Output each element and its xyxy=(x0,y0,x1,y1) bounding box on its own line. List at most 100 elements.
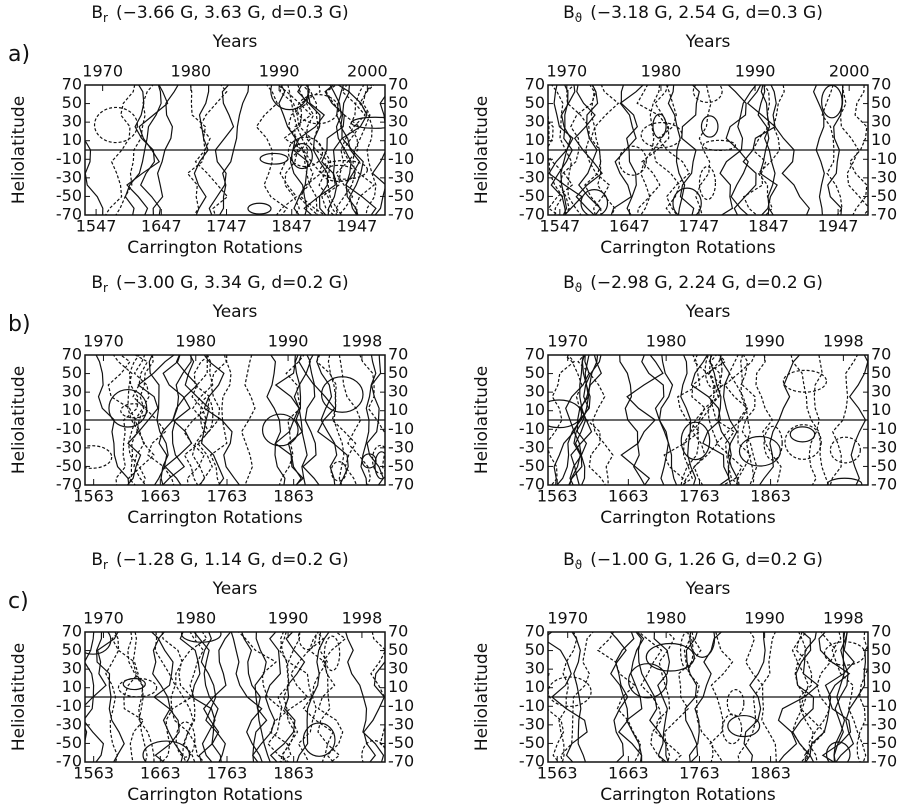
x-top-tick-label: 1998 xyxy=(823,332,864,351)
y-tick-label: -70 xyxy=(519,752,545,771)
contour xyxy=(738,435,781,467)
contour xyxy=(680,421,711,461)
y-tick-label: 30 xyxy=(62,382,82,401)
contour xyxy=(186,85,228,215)
y-tick-label: -70 xyxy=(388,752,414,771)
x-tick-label: 1647 xyxy=(609,217,650,236)
contour xyxy=(319,159,369,180)
y-tick-label: -70 xyxy=(56,475,82,494)
frame xyxy=(547,631,869,763)
y-tick-label: -10 xyxy=(56,149,82,168)
x-tick-label: 1547 xyxy=(539,217,580,236)
contour xyxy=(808,355,823,485)
contour xyxy=(700,115,719,138)
x-top-tick-label: 1980 xyxy=(175,609,216,628)
contour xyxy=(191,355,208,485)
y-tick-label: -50 xyxy=(871,186,897,205)
y-tick-label: 10 xyxy=(62,677,82,696)
y-tick-label: 70 xyxy=(525,622,545,641)
x-tick-label: 1663 xyxy=(608,764,649,783)
y-tick-label: -10 xyxy=(519,419,545,438)
contour xyxy=(85,632,112,655)
contour xyxy=(689,632,716,658)
x-tick-label: 1747 xyxy=(679,217,720,236)
contour xyxy=(338,355,372,485)
range: (−3.18 G, 2.54 G, d=0.3 G) xyxy=(590,3,823,23)
contour xyxy=(180,632,222,643)
contour xyxy=(698,165,717,201)
contour xyxy=(645,642,695,672)
x-top-tick-label: 1998 xyxy=(823,609,864,628)
y-tick-label: 30 xyxy=(388,382,408,401)
y-tick-label: 10 xyxy=(525,130,545,149)
x-top-tick-label: 1980 xyxy=(175,332,216,351)
x-label: Carrington Rotations xyxy=(600,785,776,805)
contour xyxy=(335,85,373,215)
contours xyxy=(85,632,385,762)
top-axis-label: Years xyxy=(685,579,731,599)
y-tick-label: 50 xyxy=(871,93,891,112)
contour xyxy=(111,632,145,762)
frame xyxy=(84,631,386,763)
y-tick-label: 50 xyxy=(525,640,545,659)
contour xyxy=(317,632,347,762)
contour xyxy=(330,461,347,482)
y-tick-label: 30 xyxy=(62,112,82,131)
contour xyxy=(127,355,154,485)
y-tick-label: -50 xyxy=(519,456,545,475)
y-tick-label: -10 xyxy=(388,696,414,715)
contour xyxy=(627,663,668,699)
contour xyxy=(85,445,113,469)
contour xyxy=(548,676,592,707)
y-tick-label: 30 xyxy=(871,382,891,401)
y-tick-label: -30 xyxy=(388,714,414,733)
frame xyxy=(547,354,869,486)
y-tick-label: 70 xyxy=(871,75,891,94)
x-top-tick-label: 1970 xyxy=(83,332,124,351)
x-top-tick-label: 1980 xyxy=(641,62,682,81)
y-tick-label: 30 xyxy=(388,659,408,678)
y-tick-label: -50 xyxy=(388,733,414,752)
y-tick-label: -30 xyxy=(519,714,545,733)
y-tick-label: 10 xyxy=(388,400,408,419)
symbol: B xyxy=(91,550,103,570)
contour xyxy=(722,713,743,745)
y-tick-label: 30 xyxy=(525,659,545,678)
x-top-tick-label: 1980 xyxy=(646,609,687,628)
y-tick-label: 50 xyxy=(525,93,545,112)
y-tick-label: 50 xyxy=(871,363,891,382)
x-tick-label: 1863 xyxy=(273,487,314,506)
contour xyxy=(93,106,138,144)
y-tick-label: -10 xyxy=(871,696,897,715)
x-top-tick-label: 2000 xyxy=(829,62,870,81)
plot-title: Br (−1.28 G, 1.14 G, d=0.2 G) xyxy=(91,550,348,572)
frame xyxy=(84,354,386,486)
y-tick-label: -70 xyxy=(871,205,897,224)
y-tick-label: -10 xyxy=(388,419,414,438)
x-label: Carrington Rotations xyxy=(600,508,776,528)
y-tick-label: 10 xyxy=(388,677,408,696)
contour xyxy=(199,397,214,434)
subscript: ϑ xyxy=(575,558,582,572)
y-tick-label: 10 xyxy=(62,400,82,419)
y-tick-label: 30 xyxy=(871,659,891,678)
plot-title: Br (−3.00 G, 3.34 G, d=0.2 G) xyxy=(91,273,348,295)
y-tick-label: 70 xyxy=(62,622,82,641)
contour xyxy=(823,641,866,666)
y-tick-label: -10 xyxy=(871,149,897,168)
x-top-tick-label: 1970 xyxy=(546,62,587,81)
symbol: B xyxy=(563,273,575,293)
x-top-tick-label: 1990 xyxy=(268,609,309,628)
y-tick-label: -10 xyxy=(519,149,545,168)
y-tick-label: 10 xyxy=(525,400,545,419)
subscript: r xyxy=(103,558,108,572)
y-tick-label: -10 xyxy=(388,149,414,168)
x-top-tick-label: 1998 xyxy=(342,332,383,351)
x-top-tick-label: 1970 xyxy=(83,609,124,628)
y-tick-label: 50 xyxy=(388,93,408,112)
y-tick-label: 30 xyxy=(525,112,545,131)
y-tick-label: -50 xyxy=(56,733,82,752)
y-tick-label: 50 xyxy=(62,640,82,659)
contour xyxy=(297,85,338,215)
contour xyxy=(740,355,755,485)
